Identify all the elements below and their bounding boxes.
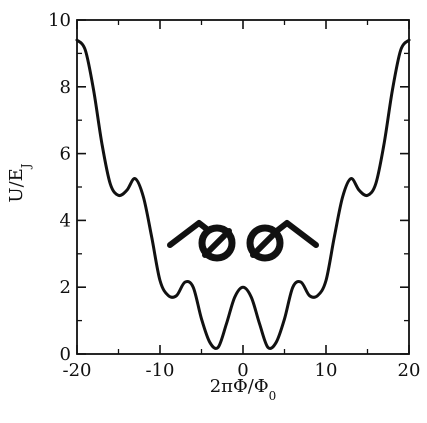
x-tick-label: 10 <box>315 360 338 381</box>
x-tick-label: 0 <box>237 360 248 381</box>
y-tick-label: 10 <box>48 10 71 31</box>
right-ring-marker <box>246 224 284 262</box>
y-tick-label: 2 <box>60 277 71 298</box>
left-ring-marker <box>198 224 236 262</box>
y-tick-label: 6 <box>60 144 71 165</box>
potential-curve <box>75 38 411 350</box>
plot-frame-group <box>76 19 410 355</box>
series-group <box>75 38 411 350</box>
overlay-group <box>167 220 319 262</box>
y-tick-label: 4 <box>60 210 71 231</box>
y-axis-label: U/EJ <box>6 163 33 202</box>
x-tick-label: -20 <box>63 360 92 381</box>
y-tick-label: 0 <box>60 344 71 365</box>
plot-frame <box>76 19 410 355</box>
tick-labels-group: -20 -10 0 10 20 0 2 4 6 8 10 <box>48 10 420 381</box>
y-tick-label: 8 <box>60 77 71 98</box>
right-ring-bar <box>250 228 280 258</box>
ticks-group <box>76 19 410 355</box>
x-tick-label: 20 <box>398 360 421 381</box>
left-dipole-arm <box>167 220 211 248</box>
x-tick-label: -10 <box>146 360 175 381</box>
right-dipole-arm <box>275 220 319 248</box>
left-ring-bar <box>202 228 232 258</box>
x-axis-label: 2πΦ/Φ0 <box>210 376 277 403</box>
